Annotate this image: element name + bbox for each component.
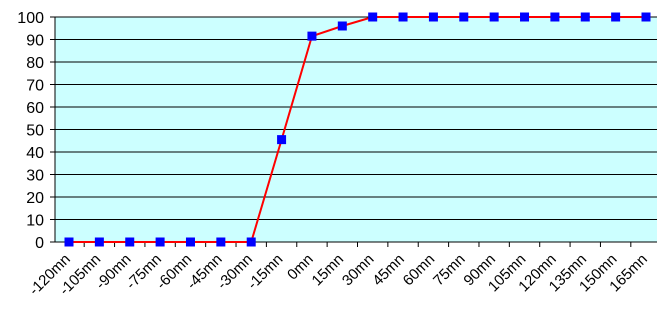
x-tick-label: 45mn	[369, 251, 408, 290]
data-point	[611, 12, 621, 22]
y-tick-label: 100	[17, 10, 44, 27]
data-point	[307, 31, 317, 41]
data-point	[64, 237, 74, 247]
data-point	[489, 12, 499, 22]
data-point	[550, 12, 560, 22]
data-point	[428, 12, 438, 22]
x-tick-label: 75mn	[430, 251, 469, 290]
y-tick-label: 80	[26, 55, 44, 72]
y-tick-label: 60	[26, 100, 44, 117]
y-tick-label: 30	[26, 168, 44, 185]
x-tick-label: 15mn	[309, 251, 348, 290]
data-point	[641, 12, 651, 22]
y-tick-label: 0	[35, 235, 44, 252]
y-tick-label: 90	[26, 33, 44, 50]
data-point	[368, 12, 378, 22]
plot-area: 0102030405060708090100-120mn-105mn-90mn-…	[17, 10, 657, 299]
y-tick-label: 40	[26, 145, 44, 162]
data-point	[125, 237, 135, 247]
data-point	[277, 135, 287, 145]
data-point	[580, 12, 590, 22]
data-point	[398, 12, 408, 22]
data-point	[459, 12, 469, 22]
data-point	[155, 237, 165, 247]
y-tick-label: 10	[26, 213, 44, 230]
series-line	[69, 16, 646, 243]
y-tick-label: 50	[26, 123, 44, 140]
y-tick-label: 20	[26, 190, 44, 207]
x-tick-label: 30mn	[339, 251, 378, 290]
x-tick-label: 60mn	[400, 251, 439, 290]
data-point	[246, 237, 256, 247]
x-tick-label: -15mn	[244, 251, 286, 293]
data-point	[337, 21, 347, 31]
data-point	[94, 237, 104, 247]
data-point	[520, 12, 530, 22]
data-point	[216, 237, 226, 247]
data-point	[185, 237, 195, 247]
y-tick-label: 70	[26, 78, 44, 95]
